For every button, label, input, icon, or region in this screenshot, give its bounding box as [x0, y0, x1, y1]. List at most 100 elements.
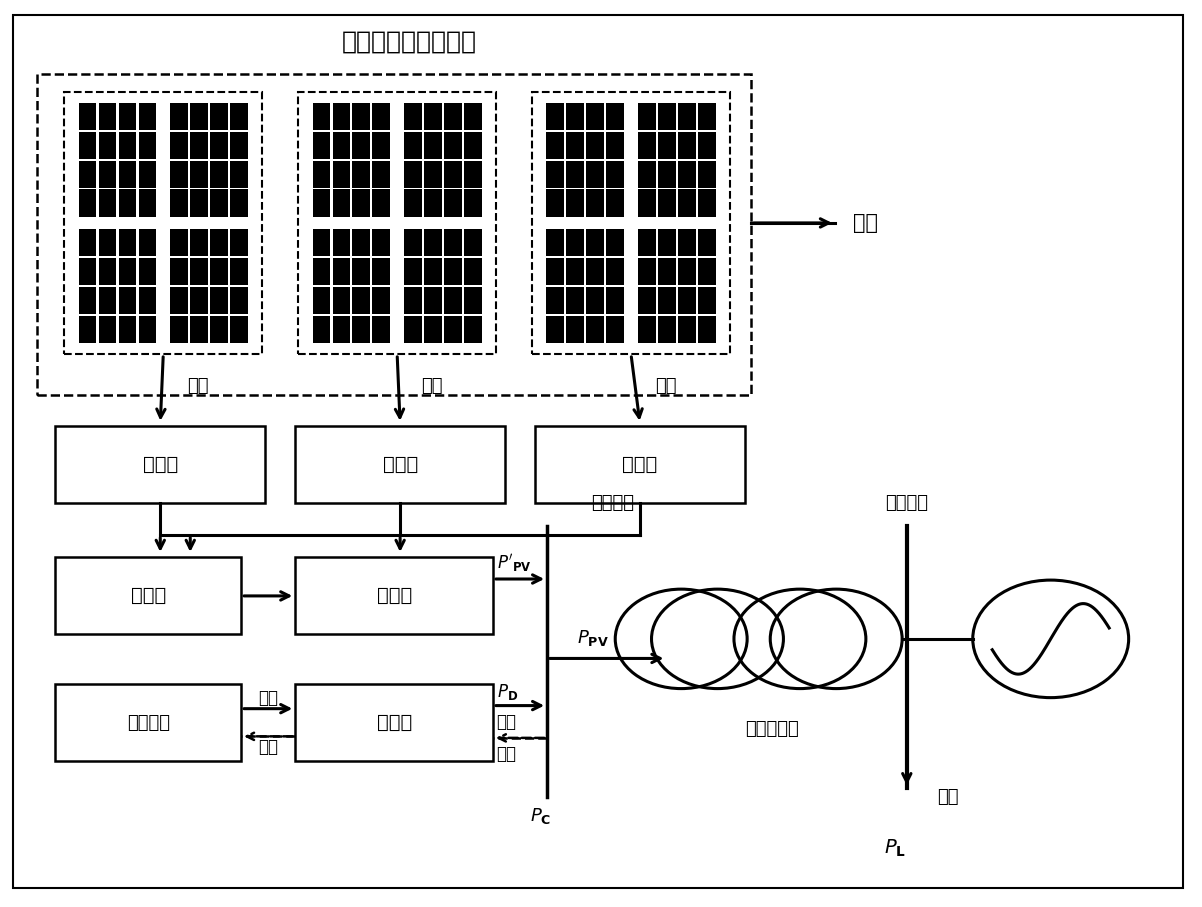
Bar: [547, 229, 564, 257]
Text: 放电: 放电: [258, 688, 278, 707]
Bar: [445, 102, 462, 130]
Bar: [587, 229, 603, 257]
Bar: [231, 161, 248, 188]
Bar: [424, 132, 442, 159]
Bar: [333, 102, 350, 130]
Bar: [231, 190, 248, 217]
Bar: [678, 288, 696, 314]
Bar: [119, 102, 136, 130]
Bar: [190, 132, 208, 159]
Text: $P'_{\mathregular{PV}}$: $P'_{\mathregular{PV}}$: [496, 551, 531, 573]
Bar: [210, 161, 228, 188]
Bar: [404, 190, 422, 217]
Bar: [99, 288, 117, 314]
Bar: [119, 288, 136, 314]
Bar: [638, 288, 656, 314]
Bar: [79, 132, 96, 159]
Bar: [606, 132, 624, 159]
Bar: [333, 258, 350, 286]
Bar: [445, 161, 462, 188]
Bar: [566, 190, 584, 217]
Bar: [659, 161, 676, 188]
Bar: [587, 316, 603, 343]
Bar: [79, 190, 96, 217]
Bar: [404, 229, 422, 257]
Bar: [698, 132, 715, 159]
Bar: [678, 190, 696, 217]
Bar: [313, 161, 331, 188]
Bar: [333, 288, 350, 314]
Bar: [79, 229, 96, 257]
Bar: [464, 288, 482, 314]
Text: 储能单元: 储能单元: [126, 714, 169, 732]
Bar: [587, 190, 603, 217]
Bar: [210, 132, 228, 159]
Text: 汇流箱: 汇流箱: [143, 455, 178, 474]
Bar: [659, 229, 676, 257]
Bar: [464, 258, 482, 286]
Bar: [99, 229, 117, 257]
Bar: [659, 288, 676, 314]
Bar: [119, 161, 136, 188]
Bar: [445, 190, 462, 217]
Bar: [424, 316, 442, 343]
Bar: [296, 426, 505, 503]
Bar: [313, 190, 331, 217]
Bar: [55, 426, 266, 503]
Bar: [190, 190, 208, 217]
Bar: [698, 190, 715, 217]
Bar: [190, 288, 208, 314]
Bar: [296, 684, 493, 761]
Bar: [119, 316, 136, 343]
Bar: [638, 102, 656, 130]
Bar: [37, 73, 751, 395]
Text: 汇流箱: 汇流箱: [623, 455, 657, 474]
Bar: [445, 132, 462, 159]
Bar: [79, 316, 96, 343]
Text: 放电: 放电: [496, 713, 517, 731]
Bar: [566, 229, 584, 257]
Bar: [464, 316, 482, 343]
Bar: [171, 132, 188, 159]
Bar: [190, 229, 208, 257]
Bar: [566, 102, 584, 130]
Bar: [373, 229, 389, 257]
Bar: [547, 132, 564, 159]
Bar: [138, 288, 156, 314]
Bar: [99, 161, 117, 188]
Bar: [190, 258, 208, 286]
Bar: [638, 190, 656, 217]
Bar: [464, 190, 482, 217]
Bar: [373, 190, 389, 217]
Bar: [210, 102, 228, 130]
Bar: [138, 229, 156, 257]
Bar: [138, 102, 156, 130]
Bar: [231, 132, 248, 159]
Bar: [547, 102, 564, 130]
Bar: [659, 102, 676, 130]
Bar: [424, 102, 442, 130]
Bar: [352, 132, 370, 159]
Bar: [313, 288, 331, 314]
Bar: [352, 161, 370, 188]
Bar: [210, 229, 228, 257]
Bar: [638, 258, 656, 286]
Bar: [566, 258, 584, 286]
Bar: [99, 258, 117, 286]
Bar: [333, 161, 350, 188]
Bar: [313, 132, 331, 159]
Bar: [424, 190, 442, 217]
Bar: [678, 161, 696, 188]
Bar: [445, 316, 462, 343]
Bar: [373, 288, 389, 314]
Text: $P_{\mathregular{D}}$: $P_{\mathregular{D}}$: [496, 682, 518, 702]
Text: 高比例光伏发电阵列: 高比例光伏发电阵列: [341, 30, 477, 54]
Bar: [373, 258, 389, 286]
Text: 发电: 发电: [188, 376, 209, 395]
Bar: [566, 132, 584, 159]
Bar: [171, 258, 188, 286]
Bar: [55, 558, 242, 634]
Bar: [79, 258, 96, 286]
Bar: [678, 229, 696, 257]
Bar: [333, 132, 350, 159]
